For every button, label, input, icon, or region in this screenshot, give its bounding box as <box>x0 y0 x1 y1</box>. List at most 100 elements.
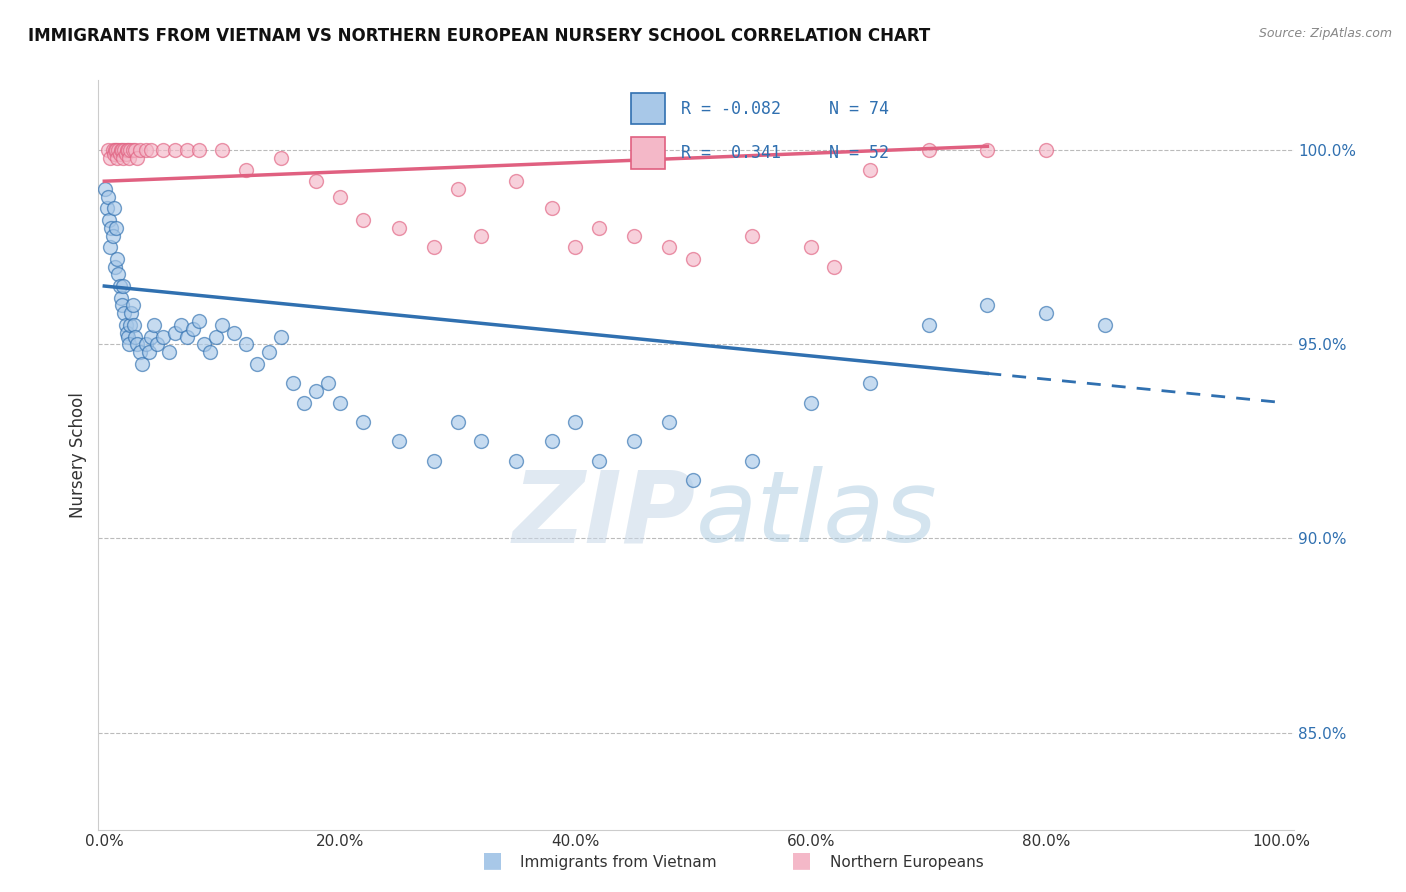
Text: ■: ■ <box>792 850 811 870</box>
Point <box>170 318 193 332</box>
Point <box>540 434 562 449</box>
Point <box>329 395 352 409</box>
Point <box>98 240 121 254</box>
Point <box>120 143 142 157</box>
Point <box>128 345 150 359</box>
Point <box>187 143 209 157</box>
Point <box>115 143 138 157</box>
Point <box>163 326 186 340</box>
Point <box>134 143 156 157</box>
Point <box>388 434 411 449</box>
Point <box>105 151 128 165</box>
Text: Source: ZipAtlas.com: Source: ZipAtlas.com <box>1258 27 1392 40</box>
Point <box>540 202 562 216</box>
Point <box>103 202 125 216</box>
Point <box>111 298 134 312</box>
Text: ZIP: ZIP <box>513 467 696 564</box>
Point <box>118 337 141 351</box>
Point <box>211 143 233 157</box>
Point <box>305 384 328 398</box>
Point <box>115 326 138 340</box>
Point <box>104 143 127 157</box>
Point <box>101 143 124 157</box>
Point <box>124 143 146 157</box>
Text: ■: ■ <box>482 850 502 870</box>
Point <box>352 213 374 227</box>
Point <box>124 329 146 343</box>
Point <box>564 240 586 254</box>
Point <box>623 434 645 449</box>
Point <box>329 190 352 204</box>
Point <box>117 329 139 343</box>
Point <box>112 306 135 320</box>
Point <box>917 143 939 157</box>
Point <box>97 190 120 204</box>
Point <box>682 252 704 266</box>
Text: R = -0.082: R = -0.082 <box>681 100 780 118</box>
Point <box>976 143 998 157</box>
Point <box>146 337 169 351</box>
Point <box>127 337 149 351</box>
Point <box>122 318 145 332</box>
Point <box>658 240 681 254</box>
Point <box>741 228 763 243</box>
Point <box>114 318 136 332</box>
Point <box>176 143 198 157</box>
Point <box>281 376 304 390</box>
Point <box>110 291 132 305</box>
Point <box>107 268 129 282</box>
Text: N = 74: N = 74 <box>830 100 889 118</box>
Bar <box>631 93 665 124</box>
Point <box>152 143 174 157</box>
Point <box>141 329 163 343</box>
Point <box>127 151 149 165</box>
Text: N = 52: N = 52 <box>830 144 889 161</box>
Point <box>101 228 124 243</box>
Text: atlas: atlas <box>696 467 938 564</box>
Point <box>152 329 174 343</box>
Point <box>270 329 292 343</box>
Point <box>112 279 135 293</box>
Point <box>859 162 882 177</box>
Point <box>193 337 215 351</box>
Point <box>96 202 118 216</box>
Point <box>187 314 209 328</box>
Point <box>423 240 446 254</box>
Y-axis label: Nursery School: Nursery School <box>69 392 87 518</box>
Point <box>200 345 222 359</box>
Point <box>98 151 121 165</box>
Point <box>114 147 136 161</box>
Bar <box>631 137 665 169</box>
Point <box>257 345 280 359</box>
Point <box>107 143 129 157</box>
Point <box>103 147 125 161</box>
Point <box>352 415 374 429</box>
Point <box>588 220 610 235</box>
Point <box>623 228 645 243</box>
Point <box>108 147 131 161</box>
Point <box>658 415 681 429</box>
Point <box>505 174 527 188</box>
Point <box>121 143 143 157</box>
Point <box>235 337 257 351</box>
Point <box>316 376 339 390</box>
Point <box>157 345 180 359</box>
Point <box>741 454 763 468</box>
Point <box>98 213 121 227</box>
Point <box>800 240 823 254</box>
Point <box>446 182 468 196</box>
Point <box>1035 306 1057 320</box>
Point <box>163 143 186 157</box>
Point <box>121 298 143 312</box>
Point <box>423 454 446 468</box>
Point <box>111 143 134 157</box>
Point <box>141 143 163 157</box>
Point <box>142 318 165 332</box>
Point <box>294 395 316 409</box>
Point <box>976 298 998 312</box>
Point <box>446 415 468 429</box>
Point <box>588 454 610 468</box>
Point <box>917 318 939 332</box>
Point <box>470 434 492 449</box>
Point <box>120 306 142 320</box>
